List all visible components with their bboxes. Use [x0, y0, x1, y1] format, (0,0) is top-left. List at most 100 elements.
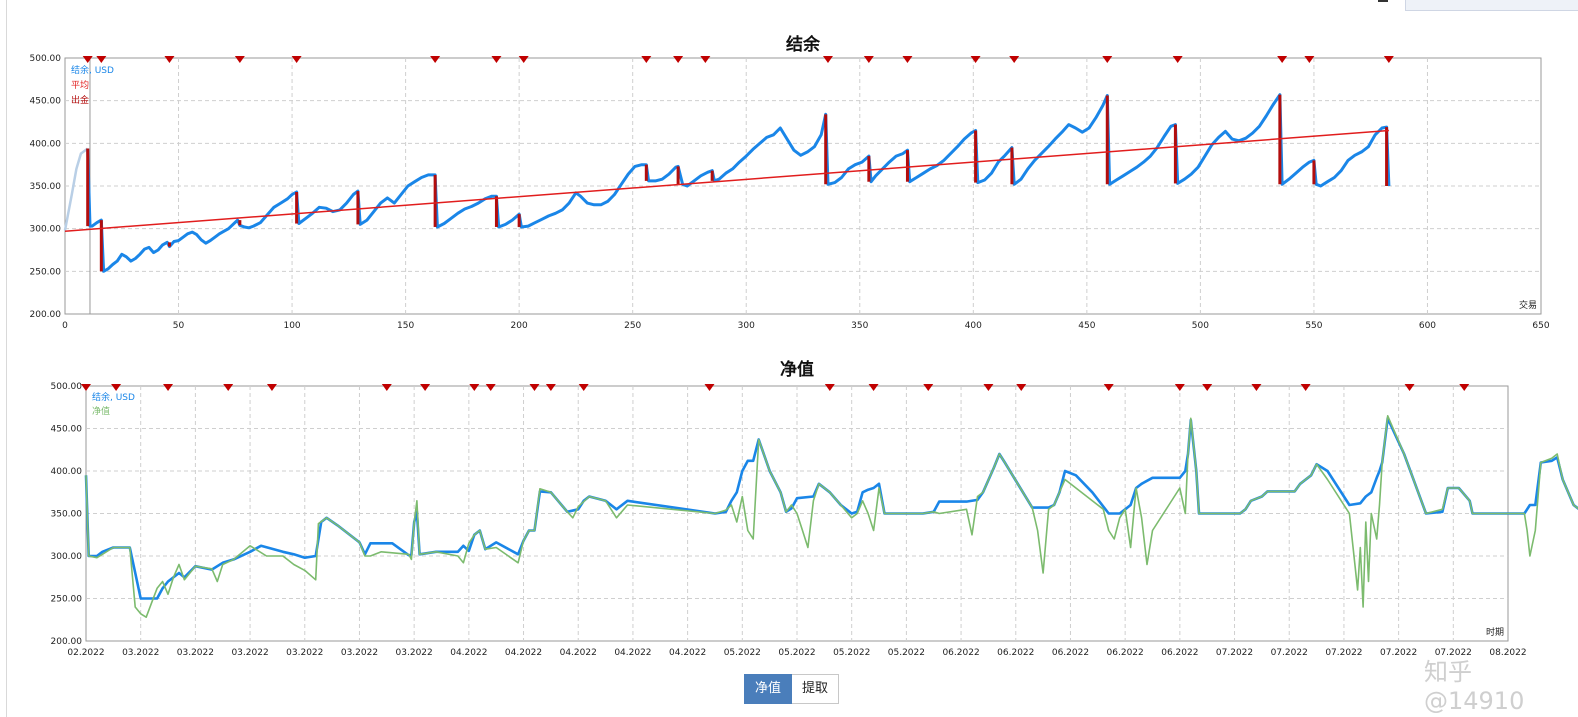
withdrawal-marker [111, 384, 122, 391]
withdrawal-marker [266, 384, 277, 391]
withdrawal-marker [1174, 384, 1185, 391]
x-tick-label: 04.2022 [560, 648, 597, 658]
x-tick-label: 650 [1532, 321, 1549, 331]
withdrawal-marker [1172, 56, 1183, 63]
withdrawal-marker [491, 56, 502, 63]
x-tick-label: 06.2022 [942, 648, 979, 658]
x-tick-label: 400 [965, 321, 982, 331]
withdrawal-marker [1277, 56, 1288, 63]
withdrawal-marker [902, 56, 913, 63]
top-tab-mark [1378, 0, 1388, 2]
x-tick-label: 05.2022 [888, 648, 925, 658]
y-tick-label: 450.00 [51, 425, 83, 435]
y-tick-label: 450.00 [30, 97, 62, 107]
equity-button[interactable]: 净值 [744, 674, 793, 704]
y-tick-label: 250.00 [30, 267, 62, 277]
withdrawal-marker [983, 384, 994, 391]
x-axis-label: 交易 [1519, 299, 1537, 311]
x-tick-label: 07.2022 [1380, 648, 1417, 658]
withdrawal-marker [1016, 384, 1027, 391]
withdrawal-marker [469, 384, 480, 391]
y-tick-label: 500.00 [51, 382, 83, 392]
x-tick-label: 06.2022 [1052, 648, 1089, 658]
watermark: 知乎 @14910 [1424, 658, 1525, 715]
withdrawal-marker [868, 384, 879, 391]
x-tick-label: 04.2022 [450, 648, 487, 658]
x-tick-label: 06.2022 [1107, 648, 1144, 658]
withdrawal-marker [223, 384, 234, 391]
y-tick-label: 200.00 [51, 637, 83, 647]
withdrawal-marker [970, 56, 981, 63]
x-axis-label: 时期 [1486, 626, 1504, 638]
x-tick-label: 04.2022 [505, 648, 542, 658]
y-tick-label: 300.00 [51, 552, 83, 562]
chart-title: 结余 [786, 34, 821, 55]
x-tick-label: 500 [1192, 321, 1209, 331]
withdrawal-marker [822, 56, 833, 63]
page-border [6, 0, 7, 717]
balance-line [86, 93, 1391, 273]
withdraw-button[interactable]: 提取 [792, 674, 840, 704]
withdrawal-marker [700, 56, 711, 63]
x-tick-label: 03.2022 [396, 648, 433, 658]
withdrawal-marker [1009, 56, 1020, 63]
withdrawal-marker [96, 56, 107, 63]
withdrawal-marker [529, 384, 540, 391]
withdrawal-marker [673, 56, 684, 63]
legend-entry: 出金 [71, 94, 89, 106]
x-tick-label: 03.2022 [286, 648, 323, 658]
withdrawal-marker [163, 384, 174, 391]
withdrawal-marker [1103, 384, 1114, 391]
withdrawal-marker [824, 384, 835, 391]
withdrawal-marker [1202, 384, 1213, 391]
x-tick-label: 07.2022 [1435, 648, 1472, 658]
x-tick-label: 05.2022 [833, 648, 870, 658]
x-tick-label: 550 [1305, 321, 1322, 331]
x-tick-label: 06.2022 [1161, 648, 1198, 658]
withdrawal-marker [1383, 56, 1394, 63]
withdrawal-marker [578, 384, 589, 391]
withdrawal-marker [82, 56, 93, 63]
equity-line [85, 415, 1578, 618]
withdrawal-marker [1459, 384, 1470, 391]
withdrawal-marker [923, 384, 934, 391]
x-tick-label: 06.2022 [997, 648, 1034, 658]
top-tab[interactable] [1405, 0, 1578, 11]
balance-chart: 结余 500.00 450.00 400.00 350.00 300.00 250.00 20… [30, 34, 1550, 331]
x-tick-label: 100 [283, 321, 300, 331]
withdrawal-marker [704, 384, 715, 391]
y-tick-label: 400.00 [30, 139, 62, 149]
legend-entry: 结余, USD [92, 391, 135, 403]
withdrawal-marker [291, 56, 302, 63]
y-tick-label: 500.00 [30, 54, 62, 64]
y-tick-label: 400.00 [51, 467, 83, 477]
x-tick-label: 300 [738, 321, 755, 331]
x-tick-label: 03.2022 [122, 648, 159, 658]
withdrawal-marker [641, 56, 652, 63]
withdrawal-marker [234, 56, 245, 63]
x-tick-label: 04.2022 [614, 648, 651, 658]
x-tick-label: 50 [173, 321, 185, 331]
withdrawal-marker [485, 384, 496, 391]
y-tick-label: 350.00 [51, 510, 83, 520]
x-tick-label: 03.2022 [177, 648, 214, 658]
withdrawal-marker [81, 384, 91, 391]
chart-title: 净值 [780, 359, 814, 380]
withdrawal-marker [1251, 384, 1262, 391]
x-tick-label: 03.2022 [341, 648, 378, 658]
withdrawal-marker [1300, 384, 1311, 391]
equity-chart: 净值 500.00 450.00 400.00 350.00 300.00 250.00 20… [51, 359, 1578, 658]
x-tick-label: 150 [397, 321, 414, 331]
x-tick-label: 250 [624, 321, 641, 331]
x-tick-label: 07.2022 [1216, 648, 1253, 658]
x-tick-label: 0 [62, 321, 68, 331]
withdrawal-marker [1102, 56, 1113, 63]
chart-toggle: 净值 提取 [744, 674, 840, 704]
withdrawal-marker [164, 56, 175, 63]
x-tick-label: 450 [1078, 321, 1095, 331]
y-tick-label: 300.00 [30, 225, 62, 235]
withdrawal-marker [1304, 56, 1315, 63]
y-tick-label: 250.00 [51, 595, 83, 605]
x-tick-label: 08.2022 [1489, 648, 1526, 658]
x-tick-label: 600 [1419, 321, 1436, 331]
